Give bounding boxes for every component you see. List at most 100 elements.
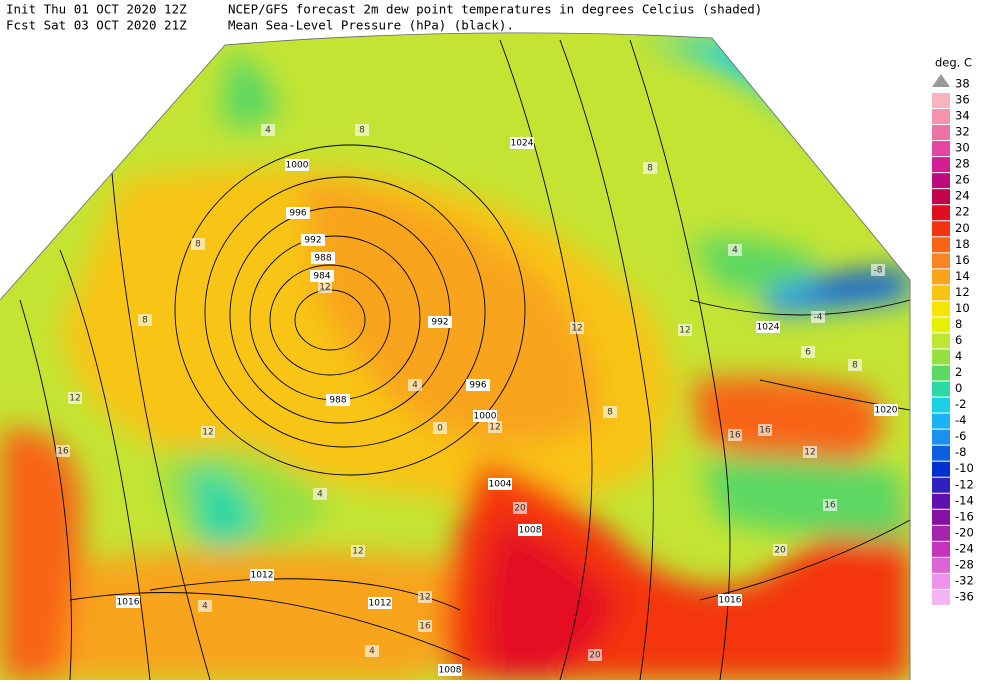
isobar-label: 996 (469, 381, 486, 391)
colorbar-label: -14 (955, 493, 974, 507)
fcst-line: Fcst Sat 03 OCT 2020 21Z (6, 18, 187, 33)
isobar-label: 992 (304, 236, 321, 246)
dewpoint-label: 20 (589, 651, 601, 661)
colorbar-swatch (932, 557, 950, 573)
dewpoint-label-bg (201, 426, 215, 438)
colorbar-swatch (932, 189, 950, 205)
isobar-label-bg (116, 596, 140, 608)
colorbar-label: 36 (955, 93, 970, 107)
dewpoint-label: 12 (489, 423, 500, 433)
dewpoint-label: 8 (142, 316, 148, 326)
dewpoint-label: -8 (874, 266, 883, 276)
init-line: Init Thu 01 OCT 2020 12Z (6, 2, 187, 17)
colorbar-label: 16 (955, 253, 970, 267)
colorbar-swatch (932, 381, 950, 397)
colorbar-swatch (932, 541, 950, 557)
isobar-label: 1024 (511, 139, 534, 149)
dewpoint-label: 12 (804, 448, 815, 458)
dewpoint-label: 8 (647, 164, 653, 174)
colorbar-swatch (932, 253, 950, 269)
dewpoint-label-bg (433, 422, 447, 434)
colorbar-swatch (932, 349, 950, 365)
isobar-label: 1016 (117, 598, 140, 608)
isobar-label: 1012 (369, 599, 392, 609)
dewpoint-label-bg (678, 324, 692, 336)
colorbar-label: -12 (955, 477, 974, 491)
colorbar-arrow (932, 74, 950, 87)
colorbar-label: 34 (955, 109, 970, 123)
colorbar-label: -28 (955, 557, 974, 571)
dewpoint-label: 12 (202, 428, 213, 438)
isobar-label: 1016 (719, 596, 742, 606)
dewpoint-label-bg (191, 238, 205, 250)
colorbar-label: 20 (955, 221, 970, 235)
map-title: NCEP/GFS forecast 2m dew point temperatu… (228, 2, 762, 17)
isobar-label-bg (488, 478, 512, 490)
isobar-label: 988 (329, 396, 346, 406)
colorbar-swatch (932, 237, 950, 253)
colorbar-label: 26 (955, 173, 970, 187)
dewpoint-label-bg (643, 162, 657, 174)
dewpoint-label-bg (68, 392, 82, 404)
colorbar-swatch (932, 573, 950, 589)
dewpoint-label-bg (848, 359, 862, 371)
isobar-label-bg (510, 137, 534, 149)
colorbar-swatch (932, 173, 950, 189)
colorbar-swatch (932, 365, 950, 381)
dewpoint-label: 12 (352, 547, 363, 557)
colorbar-swatch (932, 221, 950, 237)
dewpoint-label: 20 (514, 504, 526, 514)
colorbar-swatch (932, 333, 950, 349)
colorbar-label: -20 (955, 525, 974, 539)
colorbar-label: -10 (955, 461, 974, 475)
dewpoint-label: 4 (317, 490, 323, 500)
colorbar-swatch (932, 141, 950, 157)
dewpoint-label-bg (138, 314, 152, 326)
colorbar-label: -4 (955, 413, 966, 427)
colorbar-swatch (932, 285, 950, 301)
isobar-label-bg (438, 664, 462, 676)
dewpoint-label: -4 (814, 313, 823, 323)
isobar-label: 1020 (875, 406, 898, 416)
colorbar-label: 4 (955, 349, 962, 363)
isobar-label-bg (874, 404, 898, 416)
colorbar-swatch (932, 477, 950, 493)
isobar-label-bg (326, 394, 350, 406)
dewpoint-label: 4 (412, 381, 418, 391)
isobar-label: 1000 (286, 161, 309, 171)
dewpoint-label: 4 (202, 602, 208, 612)
dewpoint-label: 4 (369, 647, 375, 657)
dewpoint-label-bg (488, 421, 502, 433)
colorbar-swatch (932, 269, 950, 285)
colorbar-swatch (932, 301, 950, 317)
map-labels: 1000 996 992 988 984 988 992 996 1000 1004 1008 101… (56, 124, 898, 676)
isobar-label-bg (310, 270, 334, 282)
colorbar-swatch (932, 413, 950, 429)
dewpoint-label: 16 (57, 447, 69, 457)
isobar-label-bg (311, 252, 335, 264)
colorbar-label: -2 (955, 397, 966, 411)
dewpoint-label-bg (355, 124, 369, 136)
dewpoint-label-bg (803, 446, 817, 458)
colorbar-label: -8 (955, 445, 966, 459)
dewpoint-label: 20 (774, 546, 786, 556)
colorbar-label: -6 (955, 429, 966, 443)
colorbar-swatch (932, 509, 950, 525)
dewpoint-label-bg (261, 124, 275, 136)
colorbar-label: 14 (955, 269, 970, 283)
colorbar-swatch (932, 525, 950, 541)
dewpoint-label: 12 (419, 593, 430, 603)
isobar-label-bg (301, 234, 325, 246)
dewpoint-label: 6 (805, 348, 811, 358)
isobar-label-bg (250, 569, 274, 581)
colorbar-swatch (932, 445, 950, 461)
dewpoint-label-bg (823, 499, 837, 511)
dewpoint-label-bg (811, 311, 825, 323)
colorbar-swatch (932, 93, 950, 109)
colorbar-label: 18 (955, 237, 970, 251)
map-subtitle: Mean Sea-Level Pressure (hPa) (black). (228, 18, 514, 33)
colorbar-swatch (932, 205, 950, 221)
dewpoint-label-bg (588, 649, 602, 661)
isobar-label-bg (718, 594, 742, 606)
colorbar-label: 0 (955, 381, 962, 395)
